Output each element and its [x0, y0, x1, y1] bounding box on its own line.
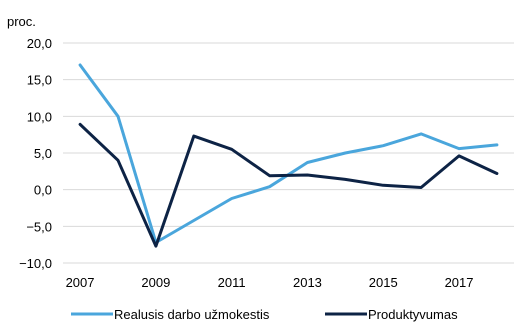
series-line-produktyvumas: [78, 122, 499, 248]
x-tick-label: 2017: [445, 275, 474, 290]
x-tick-label: 2013: [293, 275, 322, 290]
y-tick-label: −10,0: [19, 256, 52, 271]
y-axis-ticks: 20,0 15,0 10,0 5,0 0,0 −5,0 −10,0: [19, 36, 52, 271]
y-axis-unit-label: proc.: [7, 14, 36, 29]
y-tick-label: −5,0: [26, 219, 52, 234]
y-tick-label: 20,0: [27, 36, 52, 51]
x-tick-label: 2015: [369, 275, 398, 290]
legend-label-produktyvumas: Produktyvumas: [368, 307, 458, 322]
y-tick-label: 15,0: [27, 73, 52, 88]
legend-label-realusis-darbo-uzmokestis: Realusis darbo užmokestis: [114, 307, 270, 322]
x-axis-ticks: 2007 2009 2011 2013 2015 2017: [66, 275, 474, 290]
y-tick-label: 10,0: [27, 109, 52, 124]
x-tick-label: 2009: [141, 275, 170, 290]
series-lines: [78, 63, 499, 248]
x-tick-label: 2007: [66, 275, 95, 290]
y-tick-label: 5,0: [34, 146, 52, 161]
x-tick-label: 2011: [218, 275, 246, 290]
legend: Realusis darbo užmokestis Produktyvumas: [71, 307, 458, 322]
gridlines: [63, 42, 514, 264]
y-tick-label: 0,0: [34, 183, 52, 198]
